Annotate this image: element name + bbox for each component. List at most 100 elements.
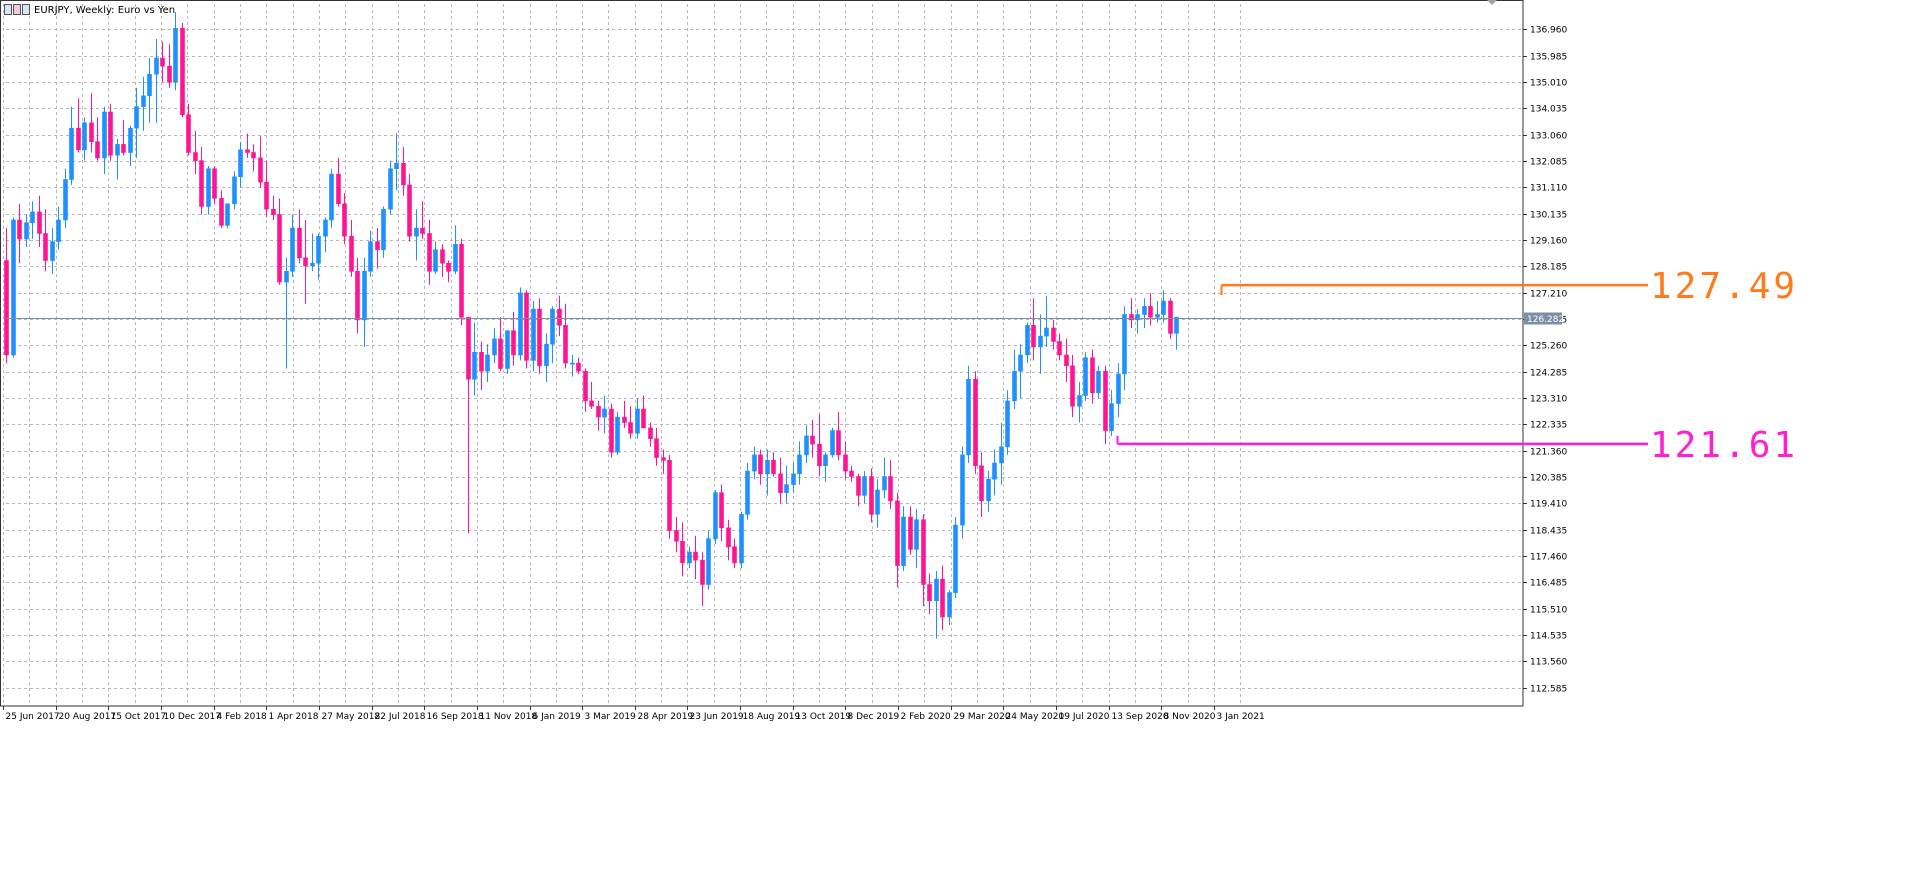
candle-bear bbox=[186, 103, 191, 156]
candle-body bbox=[95, 141, 100, 159]
candle-bear bbox=[355, 257, 360, 334]
x-tick-label: 6 Jan 2019 bbox=[533, 712, 581, 722]
candle-body bbox=[628, 422, 633, 434]
candle-bull bbox=[804, 425, 809, 463]
candle-body bbox=[589, 400, 594, 407]
candle-body bbox=[290, 227, 295, 272]
candle-body bbox=[492, 338, 497, 356]
candle-body bbox=[622, 416, 627, 423]
candle-body bbox=[238, 149, 243, 178]
candle-body bbox=[947, 592, 952, 618]
candle-bear bbox=[810, 419, 815, 458]
candle-body bbox=[719, 492, 724, 529]
candle-body bbox=[147, 73, 152, 97]
y-tick-label: 116.485 bbox=[1530, 579, 1567, 589]
candle-bull bbox=[1077, 382, 1082, 423]
candle-body bbox=[199, 160, 204, 207]
candles bbox=[4, 12, 1179, 639]
candle-body bbox=[869, 476, 874, 515]
candle-bear bbox=[199, 147, 204, 215]
candle-bear bbox=[622, 400, 627, 428]
candle-bull bbox=[823, 452, 828, 482]
candle-bear bbox=[37, 195, 42, 247]
candle-bull bbox=[914, 508, 919, 569]
candle-bear bbox=[1070, 355, 1075, 418]
current-price-label: 126.282 bbox=[1527, 315, 1564, 325]
candle-body bbox=[979, 465, 984, 502]
candle-body bbox=[37, 211, 42, 234]
candle-body bbox=[349, 235, 354, 272]
candle-bear bbox=[375, 228, 380, 269]
candle-bear bbox=[758, 449, 763, 485]
candle-body bbox=[940, 578, 945, 618]
candle-body bbox=[277, 214, 282, 283]
candle-body bbox=[550, 308, 555, 345]
candle-body bbox=[908, 516, 913, 550]
candle-bull bbox=[290, 214, 295, 277]
candle-body bbox=[232, 176, 237, 205]
candle-bear bbox=[245, 133, 250, 158]
candle-bear bbox=[420, 201, 425, 239]
candle-body bbox=[284, 270, 289, 283]
candle-bear bbox=[856, 473, 861, 507]
candle-body bbox=[381, 208, 386, 250]
candle-body bbox=[1109, 403, 1114, 431]
candle-bear bbox=[693, 535, 698, 580]
candle-bear bbox=[563, 303, 568, 369]
candle-bull bbox=[752, 446, 757, 480]
candle-bull bbox=[1025, 322, 1030, 364]
candle-bear bbox=[596, 400, 601, 431]
candle-body bbox=[102, 111, 107, 159]
candle-body bbox=[999, 446, 1004, 464]
candle-body bbox=[1038, 335, 1043, 348]
candle-bull bbox=[1005, 390, 1010, 455]
candle-body bbox=[388, 168, 393, 210]
chart-window-icon[interactable] bbox=[4, 4, 30, 16]
x-tick-label: 28 Apr 2019 bbox=[638, 712, 694, 722]
level-annotation-label: 121.61 bbox=[1650, 425, 1798, 466]
candle-body bbox=[355, 270, 360, 321]
candle-bear bbox=[89, 93, 94, 153]
candle-body bbox=[992, 462, 997, 480]
candle-bull bbox=[56, 206, 61, 250]
candle-body bbox=[420, 227, 425, 234]
candle-bull bbox=[615, 411, 620, 455]
candle-bear bbox=[1057, 333, 1062, 361]
candle-bear bbox=[557, 295, 562, 337]
candle-bull bbox=[206, 166, 211, 215]
y-tick-label: 128.185 bbox=[1530, 263, 1567, 273]
x-tick-label: 3 Mar 2019 bbox=[585, 712, 637, 722]
y-tick-label: 114.535 bbox=[1530, 632, 1567, 642]
candle-bear bbox=[180, 22, 185, 118]
candle-body bbox=[362, 270, 367, 321]
candle-body bbox=[1161, 300, 1166, 315]
x-tick-label: 20 Aug 2017 bbox=[59, 712, 117, 722]
candle-bear bbox=[888, 460, 893, 509]
x-tick-label: 4 Feb 2018 bbox=[217, 712, 268, 722]
chart-shift-marker-icon[interactable] bbox=[1487, 0, 1497, 5]
candle-body bbox=[160, 57, 165, 67]
candle-body bbox=[121, 144, 126, 153]
candle-bear bbox=[407, 174, 412, 242]
candle-body bbox=[524, 292, 529, 361]
candle-bull bbox=[1018, 344, 1023, 399]
x-tick-label: 8 Nov 2020 bbox=[1164, 712, 1216, 722]
candle-body bbox=[407, 184, 412, 237]
candle-body bbox=[849, 470, 854, 477]
candle-bull bbox=[284, 257, 289, 369]
candle-body bbox=[1142, 306, 1147, 315]
level-annotation: 127.49 bbox=[1220, 266, 1795, 307]
candle-bull bbox=[453, 225, 458, 274]
candle-bear bbox=[654, 427, 659, 466]
candle-bull bbox=[1109, 390, 1114, 436]
y-tick-label: 135.010 bbox=[1530, 79, 1567, 89]
candle-body bbox=[1155, 314, 1160, 318]
candle-body bbox=[264, 181, 269, 210]
candle-bear bbox=[43, 209, 48, 272]
candle-bear bbox=[258, 136, 263, 188]
candle-bull bbox=[966, 365, 971, 463]
candle-body bbox=[745, 470, 750, 515]
